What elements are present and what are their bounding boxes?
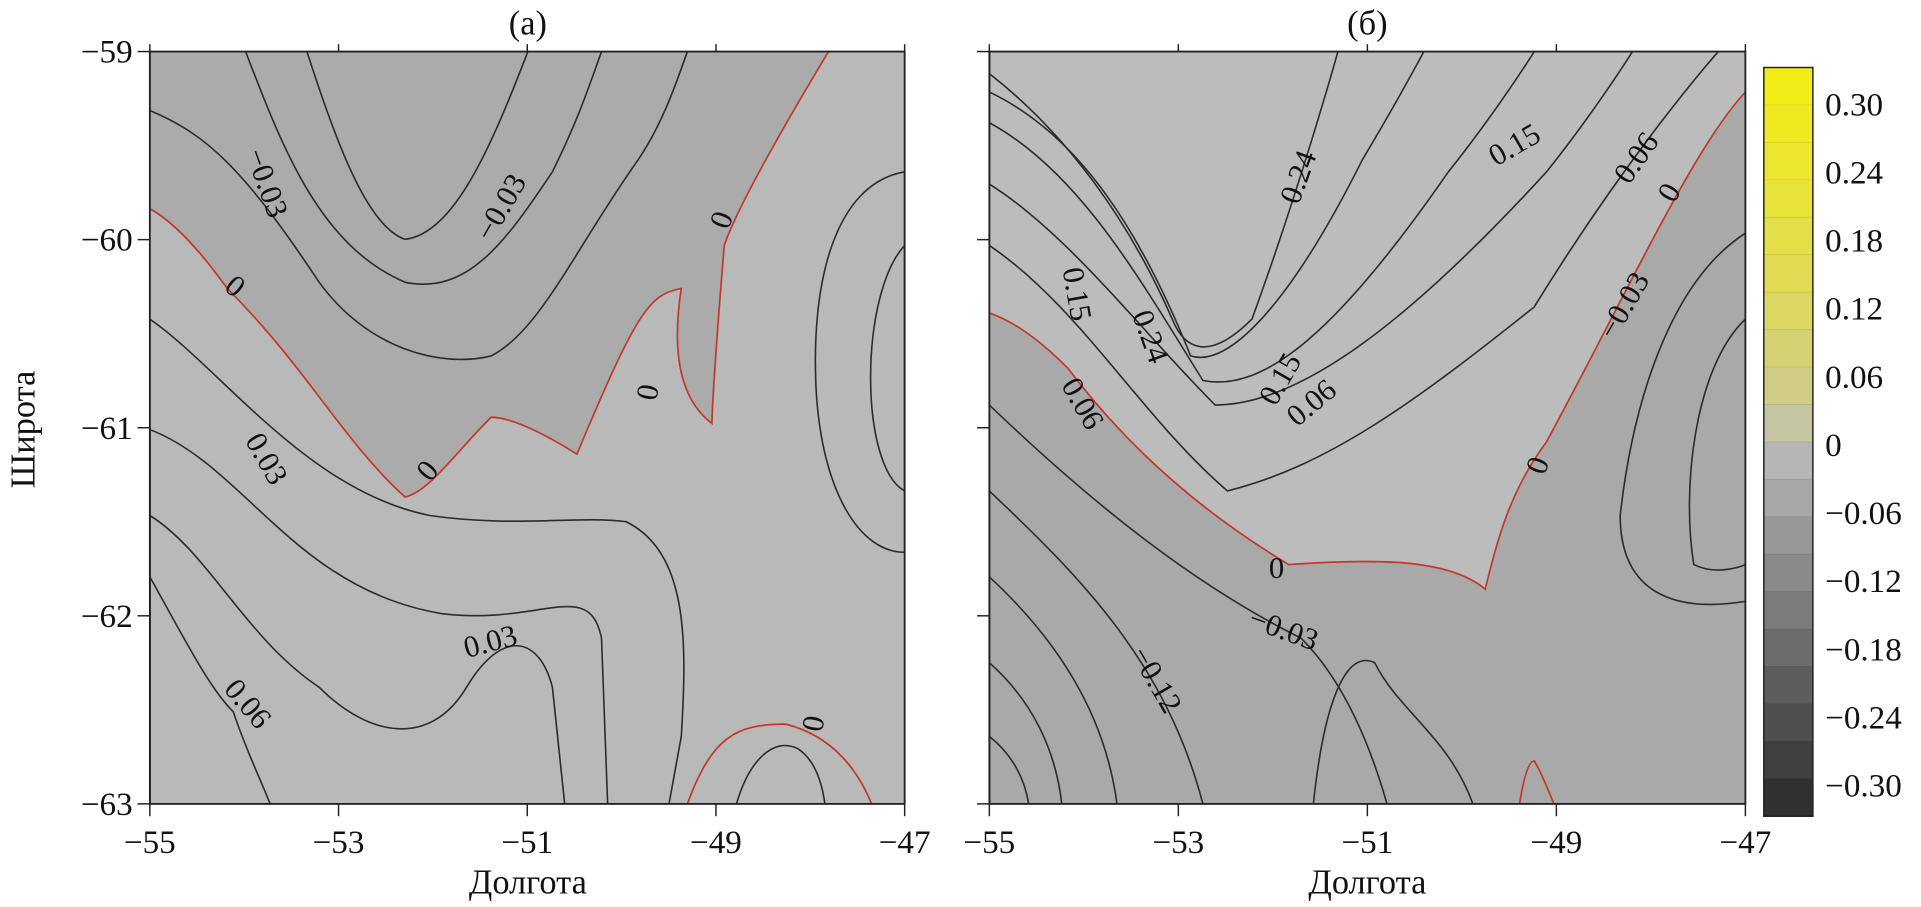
colorbar-tick-label: −0.06: [1825, 495, 1902, 532]
colorbar-tick-label: 0.30: [1825, 86, 1883, 123]
contour-label: 0: [1269, 551, 1284, 585]
contour-fill: [149, 51, 829, 498]
colorbar-band: [1763, 553, 1814, 593]
colorbar-band: [1763, 741, 1814, 780]
y-tick-label: −62: [81, 598, 133, 635]
x-tick-label: −49: [690, 824, 742, 861]
colorbar-band: [1763, 254, 1814, 294]
x-tick-label: −55: [963, 824, 1015, 861]
panel-a-ylabel: Широта: [4, 371, 42, 489]
panel-a-ticks: −55 −53 −51 −49 −47 −59 −60 −61 −62 −63: [81, 34, 931, 861]
x-tick-label: −55: [124, 824, 176, 861]
y-tick-label: −59: [81, 34, 133, 71]
colorbar-tick-label: 0: [1825, 427, 1842, 464]
colorbar-tick-label: 0.18: [1825, 223, 1883, 260]
colorbar-tick-label: −0.30: [1825, 768, 1902, 805]
colorbar-tick-label: −0.24: [1825, 699, 1902, 736]
colorbar-band: [1763, 404, 1814, 443]
y-tick-label: −61: [81, 410, 133, 447]
colorbar-band: [1763, 778, 1814, 818]
x-tick-label: −47: [1719, 824, 1771, 861]
colorbar-tick-label: −0.12: [1825, 563, 1902, 600]
panel-b-contours: [989, 51, 1746, 804]
colorbar-band: [1763, 329, 1814, 368]
colorbar-band: [1763, 291, 1814, 331]
colorbar: 0.30 0.24 0.18 0.12 0.06 0 −0.06 −0.12 −0.18 −0.2…: [1763, 66, 1902, 818]
panel-a-contours: [149, 51, 905, 804]
colorbar-band: [1763, 478, 1814, 518]
panel-a-xlabel: Долгота: [469, 863, 587, 901]
colorbar-band: [1763, 142, 1814, 181]
panel-b-ticks: −55 −53 −51 −49 −47: [963, 44, 1771, 861]
colorbar-band: [1763, 67, 1814, 106]
colorbar-tick-label: −0.18: [1825, 631, 1902, 668]
x-tick-label: −53: [313, 824, 365, 861]
y-tick-label: −60: [81, 222, 133, 259]
contour-label: 0: [795, 713, 831, 734]
y-tick-label: −63: [81, 786, 133, 823]
colorbar-band: [1763, 216, 1814, 256]
colorbar-tick-label: 0.24: [1825, 154, 1883, 191]
colorbar-band: [1763, 591, 1814, 630]
panel-b-title: (б): [1347, 4, 1387, 42]
panel-b-xlabel: Долгота: [1308, 863, 1426, 901]
x-tick-label: −47: [879, 824, 931, 861]
contour-label: 0: [630, 382, 666, 403]
colorbar-band: [1763, 516, 1814, 556]
x-tick-label: −53: [1152, 824, 1204, 861]
colorbar-tick-label: 0.12: [1825, 291, 1883, 328]
panel-b: (б) 0.240.15 0.060−0.030.150.240.06 0.150.…: [963, 4, 1771, 901]
x-tick-label: −51: [1341, 824, 1393, 861]
colorbar-band: [1763, 366, 1814, 406]
colorbar-tick-label: 0.06: [1825, 359, 1883, 396]
x-tick-label: −49: [1530, 824, 1582, 861]
colorbar-band: [1763, 441, 1814, 481]
panel-a-title: (а): [509, 4, 547, 42]
colorbar-frame: [1763, 66, 1814, 817]
colorbar-band: [1763, 179, 1814, 219]
colorbar-band: [1763, 703, 1814, 743]
colorbar-band: [1763, 666, 1814, 705]
x-tick-label: −51: [501, 824, 553, 861]
colorbar-band: [1763, 628, 1814, 668]
colorbar-band: [1763, 104, 1814, 144]
